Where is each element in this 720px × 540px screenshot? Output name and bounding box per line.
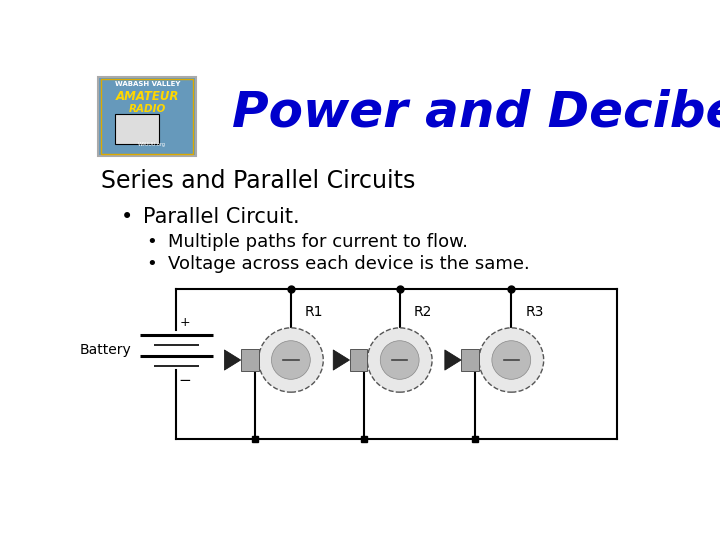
Text: +: + (179, 316, 190, 329)
Ellipse shape (367, 328, 432, 392)
FancyBboxPatch shape (240, 349, 258, 372)
Ellipse shape (479, 328, 544, 392)
Text: W9UUU.org: W9UUU.org (138, 142, 166, 147)
Polygon shape (225, 350, 240, 370)
Text: •: • (121, 207, 133, 227)
Text: WABASH VALLEY: WABASH VALLEY (114, 80, 180, 86)
Ellipse shape (380, 341, 419, 379)
Ellipse shape (271, 341, 310, 379)
Text: •: • (145, 233, 156, 251)
Text: Series and Parallel Circuits: Series and Parallel Circuits (101, 169, 415, 193)
Ellipse shape (258, 328, 323, 392)
FancyBboxPatch shape (461, 349, 479, 372)
Text: AMATEUR: AMATEUR (115, 90, 179, 103)
FancyBboxPatch shape (349, 349, 367, 372)
FancyBboxPatch shape (99, 77, 196, 156)
FancyBboxPatch shape (115, 114, 159, 144)
Text: R1: R1 (305, 305, 323, 319)
Text: Power and Decibels: Power and Decibels (233, 89, 720, 137)
Ellipse shape (492, 341, 531, 379)
Text: R3: R3 (526, 305, 544, 319)
Text: Battery: Battery (80, 342, 132, 356)
Polygon shape (445, 350, 461, 370)
Text: RADIO: RADIO (128, 104, 166, 114)
Text: Parallel Circuit.: Parallel Circuit. (143, 207, 300, 227)
Text: •: • (145, 254, 156, 273)
Text: Multiple paths for current to flow.: Multiple paths for current to flow. (168, 233, 468, 251)
Polygon shape (333, 350, 349, 370)
Text: R2: R2 (414, 305, 432, 319)
Text: Voltage across each device is the same.: Voltage across each device is the same. (168, 254, 530, 273)
Text: −: − (179, 373, 192, 388)
